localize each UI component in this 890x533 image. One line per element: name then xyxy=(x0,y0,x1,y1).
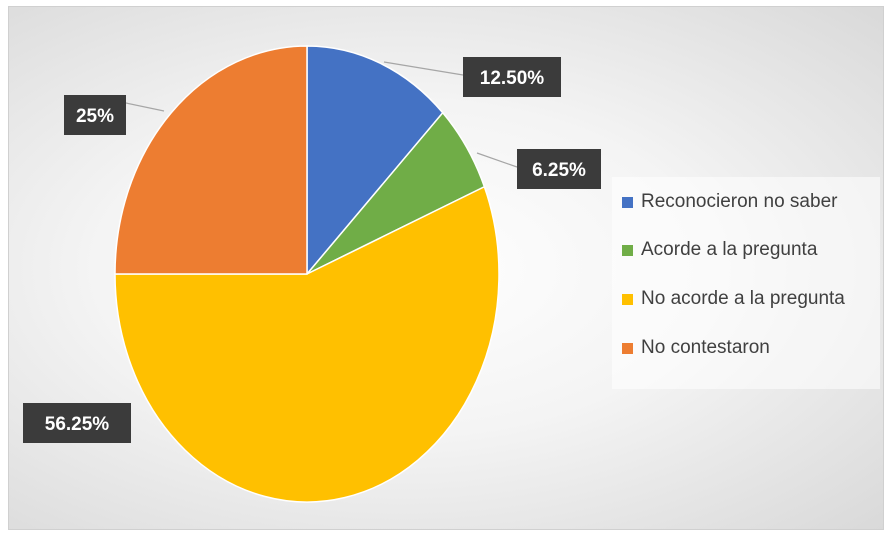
data-label-box-reconocieron-no-saber xyxy=(463,57,561,97)
pie-slice-reconocieron-no-saber xyxy=(306,45,444,277)
legend-swatch xyxy=(622,196,633,208)
chart-area: 12.50% 6.25% 56.25% 25% Reconocieron no sab… xyxy=(8,6,884,530)
legend-label: Reconocieron no saber xyxy=(641,191,838,212)
legend-swatch xyxy=(622,293,633,305)
leader-line-no-contestaron xyxy=(125,102,165,112)
pie-slice-no-acorde-a-la-pregunta xyxy=(114,185,500,503)
data-label-box-no-acorde-a-la-pregunta xyxy=(23,403,131,443)
legend-label: No contestaron xyxy=(641,337,770,358)
data-label-no-contestaron: 25% xyxy=(76,106,114,127)
legend-label: Acorde a la pregunta xyxy=(641,239,818,260)
legend-swatch xyxy=(622,244,633,256)
legend-item-no-contestaron: No contestaron xyxy=(622,333,770,363)
leader-line-reconocieron-no-saber xyxy=(383,61,464,76)
pie-chart: 12.50% 6.25% 56.25% 25% xyxy=(23,45,601,503)
legend-item-no-acorde-a-la-pregunta: No acorde a la pregunta xyxy=(622,284,845,314)
data-label-box-acorde-a-la-pregunta xyxy=(517,149,601,189)
legend: Reconocieron no saber Acorde a la pregun… xyxy=(612,177,880,389)
leader-line-acorde-a-la-pregunta xyxy=(476,152,518,168)
legend-item-reconocieron-no-saber: Reconocieron no saber xyxy=(622,187,837,217)
data-label-acorde-a-la-pregunta: 6.25% xyxy=(532,160,586,181)
data-label-no-acorde-a-la-pregunta: 56.25% xyxy=(45,414,110,435)
legend-label: No acorde a la pregunta xyxy=(641,288,845,309)
data-label-reconocieron-no-saber: 12.50% xyxy=(480,68,545,89)
legend-swatch xyxy=(622,342,633,354)
data-label-box-no-contestaron xyxy=(64,95,126,135)
pie-slice-no-contestaron xyxy=(114,45,308,275)
legend-item-acorde-a-la-pregunta: Acorde a la pregunta xyxy=(622,235,817,265)
